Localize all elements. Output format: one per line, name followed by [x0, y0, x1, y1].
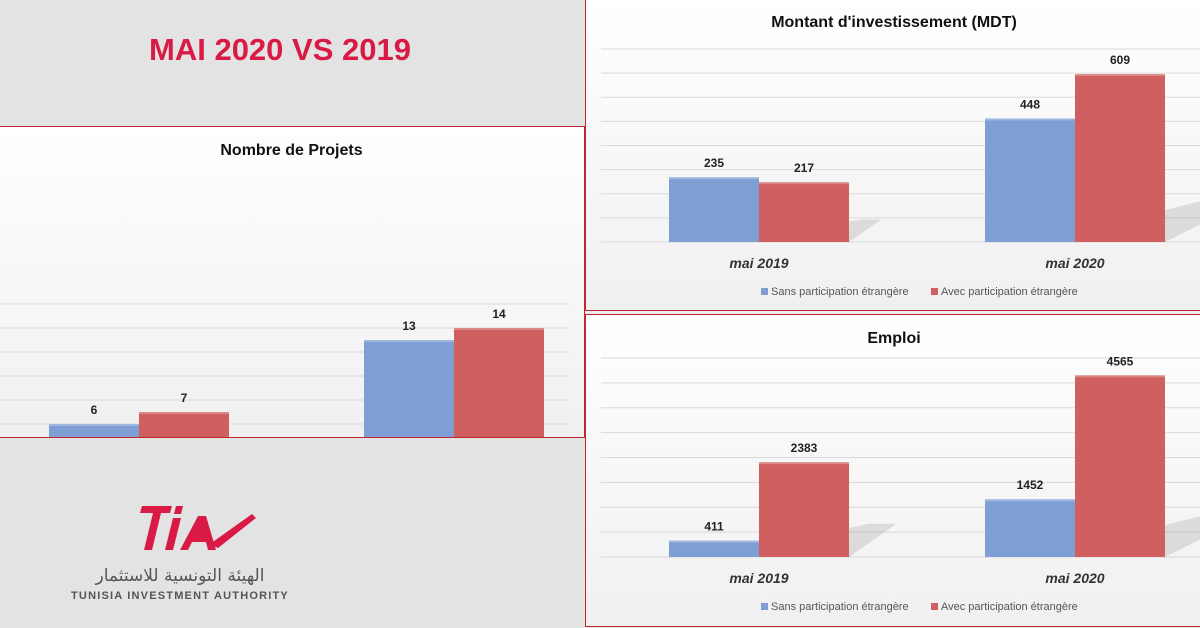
- chart-panel-investment: Montant d'investissement (MDT) 235 448 217 6…: [585, 0, 1200, 311]
- employment-value-label-sans-2019: 411: [704, 520, 724, 534]
- projects-bar-avec-2019: [139, 412, 229, 437]
- employment-legend-label: Sans participation étrangère: [771, 601, 909, 613]
- employment-bar-highlight: [985, 499, 1075, 502]
- employment-value-label-sans-2020: 1452: [1017, 478, 1044, 492]
- investment-bar-highlight: [985, 118, 1075, 121]
- investment-category-label: mai 2019: [729, 255, 788, 271]
- projects-bar-avec-2020: [454, 328, 544, 437]
- projects-bar-highlight: [49, 424, 139, 426]
- projects-bar-highlight: [454, 328, 544, 330]
- investment-legend-label: Avec participation étrangère: [941, 286, 1078, 298]
- projects-value-label-sans-2019: 6: [91, 403, 98, 417]
- employment-legend-swatch: [931, 603, 938, 610]
- projects-bar-highlight: [364, 340, 454, 342]
- projects-chart-title: Nombre de Projets: [220, 142, 362, 159]
- employment-bar-highlight: [669, 540, 759, 543]
- tia-logo: الهيئة التونسية للاستثمار TUNISIA INVEST…: [60, 498, 300, 608]
- projects-value-label-avec-2019: 7: [181, 391, 188, 405]
- page-title: MAI 2020 VS 2019: [149, 32, 411, 67]
- investment-chart-title: Montant d'investissement (MDT): [771, 14, 1017, 31]
- employment-legend-label: Avec participation étrangère: [941, 601, 1078, 613]
- employment-legend-swatch: [761, 603, 768, 610]
- investment-category-label: mai 2020: [1045, 255, 1104, 271]
- investment-value-label-sans-2019: 235: [704, 156, 724, 170]
- employment-category-label: mai 2020: [1045, 570, 1104, 586]
- investment-bar-highlight: [669, 177, 759, 180]
- projects-value-label-avec-2020: 14: [492, 307, 506, 321]
- chart-panel-employment: Emploi 411 1452 2383 4565 mai 2019 mai 2020 San…: [585, 314, 1200, 627]
- projects-bar-sans-2019: [49, 424, 139, 437]
- investment-bar-avec-2020: [1075, 74, 1165, 242]
- tia-logo-mark: [140, 506, 256, 550]
- investment-value-label-avec-2020: 609: [1110, 53, 1130, 67]
- investment-bar-sans-2020: [985, 118, 1075, 242]
- investment-value-label-avec-2019: 217: [794, 161, 814, 175]
- employment-category-label: mai 2019: [729, 570, 788, 586]
- investment-legend-swatch: [931, 288, 938, 295]
- employment-chart-title: Emploi: [867, 330, 920, 347]
- employment-value-label-avec-2019: 2383: [791, 441, 818, 455]
- investment-chart-svg: Montant d'investissement (MDT) 235 448 217 6…: [586, 0, 1200, 310]
- investment-legend-label: Sans participation étrangère: [771, 286, 909, 298]
- investment-legend-swatch: [761, 288, 768, 295]
- logo-english-text: TUNISIA INVESTMENT AUTHORITY: [71, 590, 289, 602]
- projects-bar-sans-2020: [364, 340, 454, 437]
- employment-value-label-avec-2020: 4565: [1107, 354, 1134, 368]
- investment-bar-avec-2019: [759, 182, 849, 242]
- employment-bar-highlight: [1075, 375, 1165, 378]
- employment-bar-avec-2019: [759, 462, 849, 557]
- investment-bar-sans-2019: [669, 177, 759, 242]
- employment-bar-highlight: [759, 462, 849, 465]
- investment-bar-highlight: [759, 182, 849, 185]
- logo-arabic-text: الهيئة التونسية للاستثمار: [95, 566, 265, 586]
- employment-chart-svg: Emploi 411 1452 2383 4565 mai 2019 mai 2020 San…: [586, 315, 1200, 626]
- employment-bar-sans-2019: [669, 540, 759, 557]
- projects-value-label-sans-2020: 13: [402, 319, 416, 333]
- employment-bar-avec-2020: [1075, 375, 1165, 557]
- investment-value-label-sans-2020: 448: [1020, 97, 1040, 111]
- projects-bar-highlight: [139, 412, 229, 414]
- employment-bar-sans-2020: [985, 499, 1075, 557]
- investment-bar-highlight: [1075, 74, 1165, 77]
